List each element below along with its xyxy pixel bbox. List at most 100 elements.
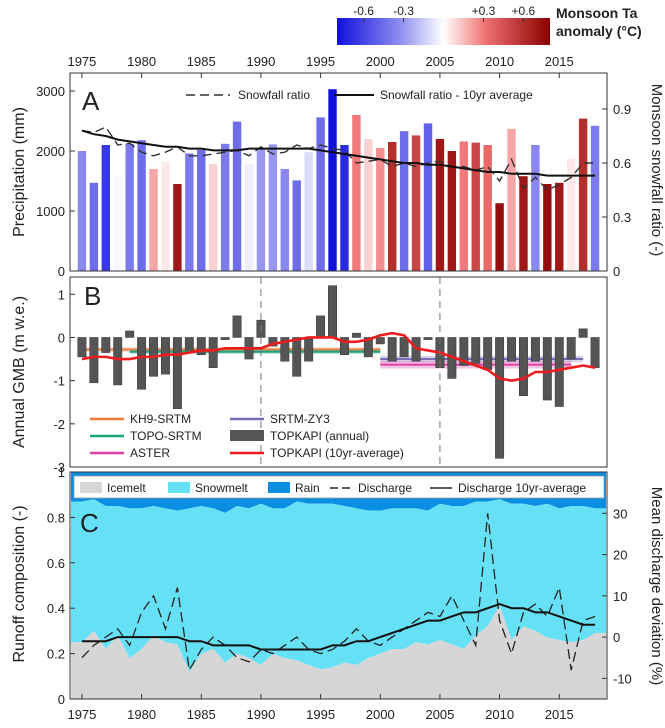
precip-bar xyxy=(352,115,361,271)
panel-c-y2-ticks: -10 0 10 20 30 xyxy=(602,506,632,686)
y-tick-label: 2000 xyxy=(36,144,65,159)
x-tick-label: 2000 xyxy=(366,707,395,722)
precip-bar xyxy=(578,118,588,271)
panel-c-ylabel: Runoff composition (-) xyxy=(11,505,28,662)
y-tick-label: 3000 xyxy=(36,84,65,99)
precip-bar xyxy=(185,153,194,271)
panel-a-top-x-ticks: 1975 1980 1985 1990 1995 2000 2005 2010 2015 xyxy=(67,54,574,78)
precip-bar xyxy=(471,142,480,271)
precip-bar xyxy=(567,158,576,271)
x-tick-label: 1985 xyxy=(187,707,216,722)
panel-c-legend: Icemelt Snowmelt Rain Discharge Discharge 10… xyxy=(80,481,586,495)
x-tick-label: 2005 xyxy=(425,54,454,69)
precip-bar xyxy=(149,169,158,271)
y-tick-label: 1 xyxy=(58,465,65,480)
y2-tick-label: 0 xyxy=(613,630,620,645)
snowfall-ratio-10yr-line xyxy=(81,129,596,177)
colorbar-tick-label: -0.6 xyxy=(353,4,374,18)
precip-bar xyxy=(447,151,457,271)
precip-bar xyxy=(280,169,289,271)
gmb-bar xyxy=(519,337,528,397)
precip-bar xyxy=(173,184,182,271)
precip-bar xyxy=(495,203,504,271)
x-tick-label: 2010 xyxy=(485,707,514,722)
precip-bar xyxy=(220,143,230,271)
precip-bar xyxy=(376,148,385,271)
x-tick-label: 1990 xyxy=(246,54,275,69)
panel-b: -3 -2 -1 0 1 B KH9-SRTM SRTM-ZY3 TOPO-SRTM TOPK… xyxy=(11,276,608,475)
gmb-bar xyxy=(459,337,469,366)
gmb-bar xyxy=(292,337,302,377)
gmb-bar xyxy=(530,337,540,362)
gmb-bar xyxy=(566,337,576,360)
icemelt-area xyxy=(71,605,606,699)
precip-bar xyxy=(197,149,206,271)
gmb-bar xyxy=(137,337,147,390)
panel-b-legend: KH9-SRTM SRTM-ZY3 TOPO-SRTM TOPKAPI (annual… xyxy=(90,412,404,460)
legend-label: Discharge xyxy=(358,481,412,495)
precip-bar xyxy=(209,164,218,271)
legend-label: Icemelt xyxy=(107,481,146,495)
gmb-bar xyxy=(328,285,337,338)
y2-tick-label: 30 xyxy=(613,506,627,521)
precip-bar xyxy=(435,139,445,271)
precip-bar xyxy=(89,182,99,271)
gmb-bar xyxy=(196,337,206,355)
gmb-bar xyxy=(172,337,182,409)
x-tick-label: 2015 xyxy=(545,54,574,69)
precip-bar xyxy=(268,144,278,271)
precip-bar xyxy=(590,125,600,271)
precip-bar xyxy=(543,184,552,271)
colorbar-tick-label: +0.3 xyxy=(472,4,496,18)
gmb-bar xyxy=(220,337,230,340)
gmb-bar xyxy=(483,337,493,371)
y-tick-label: 0.2 xyxy=(47,647,65,662)
precip-bar xyxy=(423,123,433,272)
x-tick-label: 2000 xyxy=(366,54,395,69)
x-tick-label: 1975 xyxy=(67,707,96,722)
legend-swatch xyxy=(168,482,190,493)
gmb-bar xyxy=(113,337,123,386)
x-tick-label: 1975 xyxy=(67,54,96,69)
precip-bar xyxy=(388,142,397,271)
panel-a-y2label: Monsoon snowfall ratio (-) xyxy=(648,84,665,257)
colorbar-tick-label: +0.6 xyxy=(512,4,536,18)
precip-bar xyxy=(340,145,349,271)
panel-c-frame xyxy=(69,471,608,700)
panel-a-y2-ticks: 0 0.3 0.6 0.9 xyxy=(602,102,631,279)
legend-label: TOPKAPI (10yr-average) xyxy=(270,446,404,460)
panel-c-x-ticks: 1975 1980 1985 1990 1995 2000 2005 2010 2015 xyxy=(67,694,574,722)
legend-label: KH9-SRTM xyxy=(130,412,191,426)
precip-bar xyxy=(507,128,516,271)
x-tick-label: 1990 xyxy=(246,707,275,722)
gmb-bar xyxy=(268,337,278,347)
y-tick-label: 0 xyxy=(58,330,65,345)
y2-tick-label: 10 xyxy=(613,589,627,604)
colorbar-label-1: Monsoon Ta xyxy=(556,5,638,21)
legend-label: Snowmelt xyxy=(195,481,248,495)
snowfall-ratio-line xyxy=(81,126,596,191)
x-tick-label: 1980 xyxy=(127,707,156,722)
panel-a-letter: A xyxy=(82,86,100,116)
gmb-bar xyxy=(89,337,99,384)
y-tick-label: 1000 xyxy=(36,204,65,219)
gmb-bar xyxy=(590,337,600,368)
colorbar-label-2: anomaly (°C) xyxy=(556,23,642,39)
y2-tick-label: 0.3 xyxy=(613,210,631,225)
precip-bar xyxy=(519,176,528,271)
x-tick-label: 1980 xyxy=(127,54,156,69)
legend-label: ASTER xyxy=(130,446,170,460)
x-tick-label: 2010 xyxy=(485,54,514,69)
legend-swatch xyxy=(80,482,102,493)
legend-swatch xyxy=(230,430,264,441)
precip-bar xyxy=(328,89,337,271)
colorbar: -0.6 -0.3 +0.3 +0.6 Monsoon Ta anomaly (°C) xyxy=(337,4,642,45)
y-tick-label: 0 xyxy=(58,264,65,279)
gmb-bar xyxy=(423,337,433,340)
y-tick-label: 0 xyxy=(58,692,65,707)
y-tick-label: -3 xyxy=(53,460,65,475)
precip-bar xyxy=(292,180,301,271)
precip-bar xyxy=(555,182,564,271)
gmb-bar xyxy=(316,315,326,338)
gmb-bar xyxy=(363,337,373,358)
